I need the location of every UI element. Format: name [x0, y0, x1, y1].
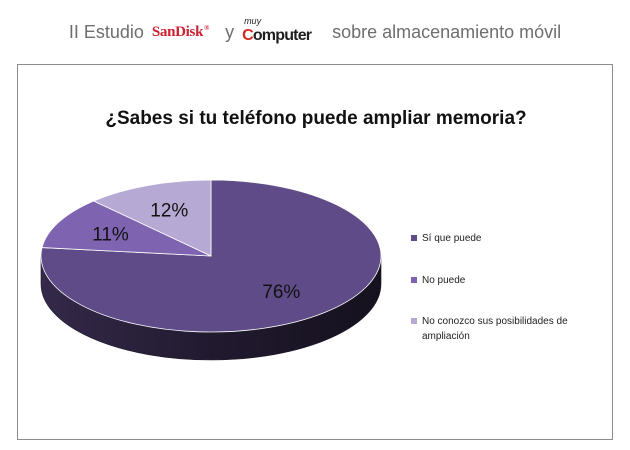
header-prefix: II Estudio — [68, 21, 144, 42]
pie-chart: 76% 11% 12% — [40, 179, 382, 361]
legend-item-2: No puede — [411, 273, 602, 288]
data-label-1: 76% — [262, 282, 300, 303]
pie-slice-3 — [92, 179, 212, 257]
legend-item-3: No conozco sus posibilidades de ampliaci… — [411, 314, 602, 344]
legend-swatch-1 — [411, 235, 417, 241]
legend-item-1: Sí que puede — [411, 231, 602, 246]
legend-swatch-2 — [411, 277, 417, 283]
legend-swatch-3 — [411, 318, 417, 324]
chart-title: ¿Sabes si tu teléfono puede ampliar memo… — [105, 108, 527, 129]
legend-label-1: Sí que puede — [422, 233, 482, 244]
header-suffix: sobre almacenamiento móvil — [332, 21, 562, 42]
page-header: II Estudio SanDisk® y muy Computer sobre… — [0, 14, 630, 50]
legend-label-2: No puede — [422, 275, 466, 286]
chart-frame: ¿Sabes si tu teléfono puede ampliar memo… — [17, 64, 613, 440]
sandisk-logo: SanDisk® — [151, 23, 210, 40]
pie-slice-2 — [41, 200, 212, 257]
pie-slice-1 — [40, 179, 382, 333]
data-label-2: 11% — [92, 225, 129, 246]
header-conjunction: y — [225, 21, 235, 42]
data-label-3: 12% — [150, 200, 188, 221]
legend-label-3: No conozco sus posibilidades de ampliaci… — [422, 316, 568, 342]
muycomputer-logo: muy Computer — [242, 16, 312, 44]
